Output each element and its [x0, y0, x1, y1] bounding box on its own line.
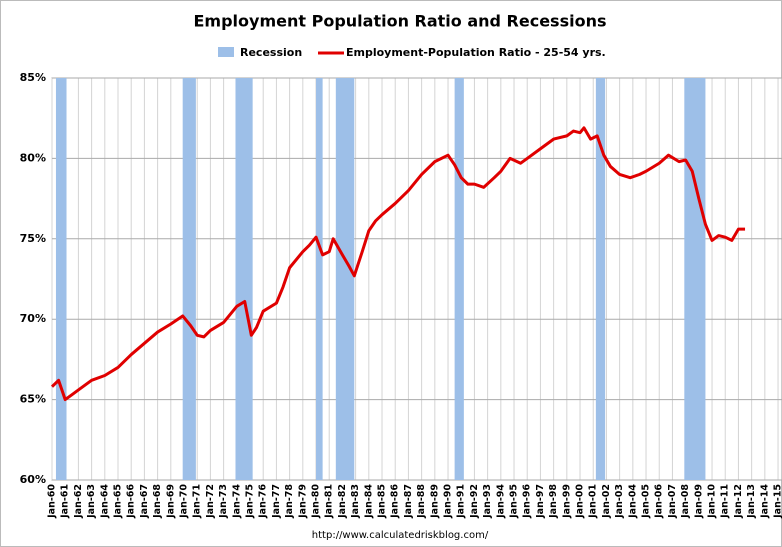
- x-tick-label: Jan-85: [377, 484, 388, 519]
- recession-bar: [684, 78, 706, 480]
- x-tick-label: Jan-86: [390, 484, 401, 519]
- x-tick-label: Jan-60: [47, 484, 58, 519]
- x-tick-label: Jan-88: [416, 484, 427, 519]
- recession-bar: [182, 78, 196, 480]
- x-tick-label: Jan-99: [561, 484, 572, 519]
- x-tick-label: Jan-89: [429, 484, 440, 519]
- x-tick-label: Jan-70: [179, 484, 190, 519]
- y-tick-label: 65%: [20, 393, 46, 406]
- x-tick-label: Jan-79: [297, 484, 308, 519]
- y-tick-label: 75%: [20, 232, 46, 245]
- x-tick-label: Jan-93: [482, 484, 493, 519]
- x-tick-label: Jan-95: [509, 484, 520, 519]
- legend-swatch: [218, 47, 234, 57]
- x-tick-label: Jan-69: [165, 484, 176, 519]
- x-tick-label: Jan-12: [733, 484, 744, 519]
- x-tick-label: Jan-80: [311, 484, 322, 519]
- recession-bar: [454, 78, 464, 480]
- x-tick-label: Jan-05: [641, 484, 652, 519]
- y-tick-label: 80%: [20, 151, 46, 164]
- x-tick-label: Jan-87: [403, 484, 414, 519]
- x-tick-label: Jan-10: [707, 484, 718, 519]
- x-tick-label: Jan-61: [60, 484, 71, 519]
- y-tick-label: 60%: [20, 473, 46, 486]
- recession-bar: [235, 78, 253, 480]
- x-tick-label: Jan-07: [667, 484, 678, 519]
- y-tick-label: 85%: [20, 71, 46, 84]
- x-tick-label: Jan-14: [759, 484, 770, 519]
- x-tick-label: Jan-92: [469, 484, 480, 519]
- legend-label: Recession: [240, 46, 302, 59]
- plot-area: [51, 77, 782, 481]
- recession-bar: [316, 78, 323, 480]
- recession-bar: [55, 78, 67, 480]
- x-tick-label: Jan-76: [258, 484, 269, 519]
- x-tick-label: Jan-06: [654, 484, 665, 519]
- x-tick-label: Jan-64: [99, 484, 110, 519]
- x-tick-label: Jan-66: [126, 484, 137, 519]
- x-tick-label: Jan-90: [443, 484, 454, 519]
- x-tick-label: Jan-03: [614, 484, 625, 519]
- x-tick-label: Jan-63: [86, 484, 97, 519]
- x-tick-label: Jan-82: [337, 484, 348, 519]
- x-tick-label: Jan-98: [548, 484, 559, 519]
- x-tick-label: Jan-84: [363, 484, 374, 519]
- chart-title: Employment Population Ratio and Recessio…: [194, 12, 607, 31]
- x-tick-label: Jan-91: [456, 484, 467, 519]
- legend-label: Employment-Population Ratio - 25-54 yrs.: [346, 46, 606, 59]
- x-tick-label: Jan-15: [773, 484, 782, 519]
- x-tick-label: Jan-09: [693, 484, 704, 519]
- y-tick-label: 70%: [20, 312, 46, 325]
- x-tick-label: Jan-08: [680, 484, 691, 519]
- x-tick-label: Jan-13: [746, 484, 757, 519]
- source-note: http://www.calculatedriskblog.com/: [312, 530, 489, 541]
- recession-bar: [335, 78, 355, 480]
- x-tick-label: Jan-68: [152, 484, 163, 519]
- x-tick-label: Jan-78: [284, 484, 295, 519]
- data-line: [50, 126, 746, 402]
- x-tick-label: Jan-02: [601, 484, 612, 519]
- x-tick-label: Jan-01: [588, 484, 599, 519]
- x-tick-label: Jan-04: [627, 484, 638, 519]
- x-tick-label: Jan-72: [205, 484, 216, 519]
- x-tick-label: Jan-81: [324, 484, 335, 519]
- x-tick-label: Jan-71: [192, 484, 203, 519]
- x-tick-label: Jan-94: [495, 484, 506, 519]
- x-tick-label: Jan-77: [271, 484, 282, 519]
- x-tick-label: Jan-97: [535, 484, 546, 519]
- x-tick-label: Jan-96: [522, 484, 533, 519]
- x-tick-label: Jan-83: [350, 484, 361, 519]
- x-tick-label: Jan-74: [231, 484, 242, 519]
- x-tick-label: Jan-75: [245, 484, 256, 519]
- x-tick-label: Jan-62: [73, 484, 84, 519]
- x-tick-label: Jan-00: [575, 484, 586, 519]
- x-tick-label: Jan-73: [218, 484, 229, 519]
- x-tick-label: Jan-67: [139, 484, 150, 519]
- recession-bar: [595, 78, 606, 480]
- x-tick-label: Jan-65: [113, 484, 124, 519]
- x-tick-label: Jan-11: [720, 484, 731, 519]
